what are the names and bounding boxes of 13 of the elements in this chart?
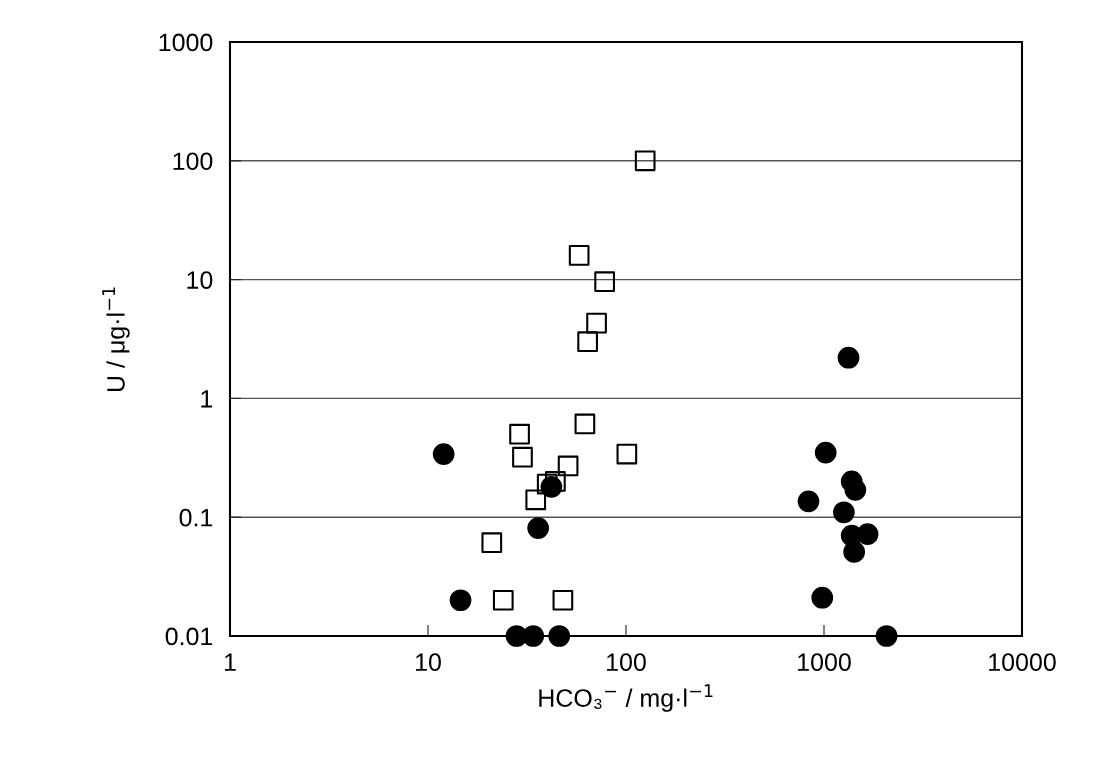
y-tick-label: 1000 bbox=[159, 33, 213, 52]
y-tick-label: 0.1 bbox=[179, 508, 213, 527]
y-axis-title: U / μg·l$^{−1}$ bbox=[102, 287, 130, 392]
x-tick-label: 100 bbox=[607, 653, 646, 672]
x-axis-title: HCO₃$^{−}$ / mg·l$^{−1}$ bbox=[539, 684, 713, 712]
x-tick-label: 10 bbox=[416, 653, 441, 672]
y-tick-label: 0.01 bbox=[165, 627, 213, 646]
y-tick-label: 1 bbox=[201, 390, 213, 408]
x-tick-label: 1 bbox=[224, 653, 236, 671]
y-tick-label: 100 bbox=[173, 152, 213, 171]
y-tick-label: 10 bbox=[187, 271, 213, 289]
x-tick-label: 10000 bbox=[989, 653, 1056, 672]
x-tick-label: 1000 bbox=[798, 653, 851, 672]
